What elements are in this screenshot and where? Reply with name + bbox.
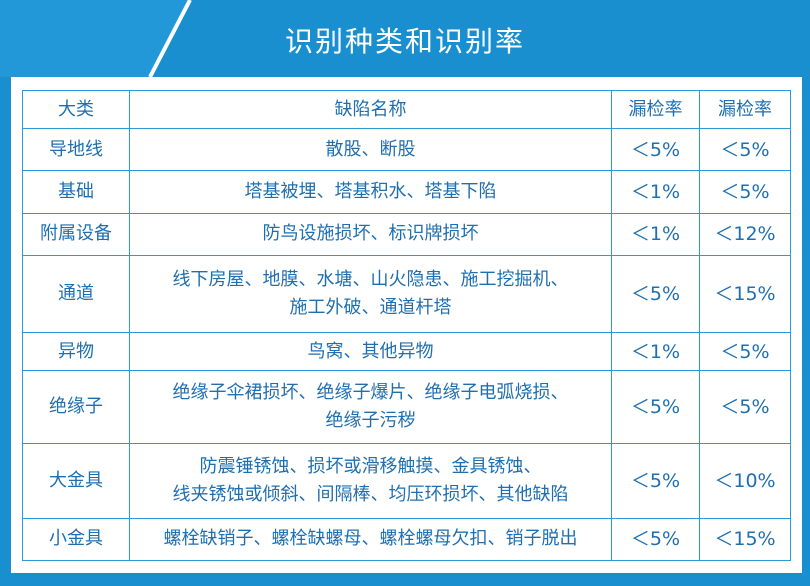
table-row: 大金具 防震锤锈蚀、损坏或滑移触摸、金具锈蚀、 线夹锈蚀或倾斜、间隔棒、均压环损… [22, 442, 791, 519]
table-row: 绝缘子 绝缘子伞裙损坏、绝缘子爆片、绝缘子电弧烧损、 绝缘子污秽 ＜5% ＜5% [22, 370, 791, 444]
defect-line: 施工外破、通道杆塔 [289, 297, 452, 319]
defect-cell: 防鸟设施损坏、标识牌损坏 [129, 212, 612, 257]
miss-rate-1-cell: ＜5% [611, 370, 700, 444]
category-cell: 绝缘子 [22, 370, 130, 444]
defect-line: 防鸟设施损坏、标识牌损坏 [262, 223, 479, 245]
defect-cell: 塔基被埋、塔基积水、塔基下陷 [129, 170, 612, 214]
defect-cell: 鸟窝、其他异物 [129, 331, 612, 372]
miss-rate-2-cell: ＜5% [699, 370, 791, 444]
defect-cell: 螺栓缺销子、螺栓缺螺母、螺栓螺母欠扣、销子脱出 [129, 517, 612, 562]
miss-rate-2-cell: ＜15% [699, 255, 791, 333]
defect-cell: 绝缘子伞裙损坏、绝缘子爆片、绝缘子电弧烧损、 绝缘子污秽 [129, 370, 612, 444]
defect-line: 绝缘子污秽 [325, 410, 416, 432]
header-miss-rate-2: 漏检率 [699, 90, 791, 129]
category-cell: 通道 [22, 255, 130, 333]
defect-table: 大类 缺陷名称 漏检率 漏检率 导地线 散股、断股 ＜5% ＜5% 基础 塔基被… [22, 90, 791, 562]
category-cell: 基础 [22, 170, 130, 214]
defect-line: 绝缘子伞裙损坏、绝缘子爆片、绝缘子电弧烧损、 [172, 382, 569, 404]
table-row: 小金具 螺栓缺销子、螺栓缺螺母、螺栓螺母欠扣、销子脱出 ＜5% ＜15% [22, 517, 791, 562]
miss-rate-2-cell: ＜15% [699, 517, 791, 562]
header-category: 大类 [22, 90, 130, 129]
defect-line: 线下房屋、地膜、水塘、山火隐患、施工挖掘机、 [172, 269, 569, 291]
table-row: 基础 塔基被埋、塔基积水、塔基下陷 ＜1% ＜5% [22, 170, 791, 214]
miss-rate-2-cell: ＜12% [699, 212, 791, 257]
category-cell: 导地线 [22, 127, 130, 172]
miss-rate-1-cell: ＜5% [611, 255, 700, 333]
category-cell: 异物 [22, 331, 130, 372]
miss-rate-2-cell: ＜5% [699, 331, 791, 372]
table-row: 通道 线下房屋、地膜、水塘、山火隐患、施工挖掘机、 施工外破、通道杆塔 ＜5% … [22, 255, 791, 333]
header-defect-name: 缺陷名称 [129, 90, 612, 129]
defect-line: 散股、断股 [325, 138, 416, 160]
miss-rate-2-cell: ＜5% [699, 170, 791, 214]
miss-rate-1-cell: ＜1% [611, 170, 700, 214]
defect-line: 线夹锈蚀或倾斜、间隔棒、均压环损坏、其他缺陷 [172, 483, 569, 505]
table-row: 导地线 散股、断股 ＜5% ＜5% [22, 127, 791, 172]
page-title: 识别种类和识别率 [284, 25, 525, 58]
miss-rate-1-cell: ＜5% [611, 127, 700, 172]
miss-rate-1-cell: ＜1% [611, 212, 700, 257]
table-row: 附属设备 防鸟设施损坏、标识牌损坏 ＜1% ＜12% [22, 212, 791, 257]
miss-rate-1-cell: ＜5% [611, 517, 700, 562]
miss-rate-1-cell: ＜1% [611, 331, 700, 372]
table-row: 异物 鸟窝、其他异物 ＜1% ＜5% [22, 331, 791, 372]
category-cell: 大金具 [22, 442, 130, 519]
miss-rate-2-cell: ＜10% [699, 442, 791, 519]
category-cell: 附属设备 [22, 212, 130, 257]
header-miss-rate-1: 漏检率 [611, 90, 700, 129]
defect-cell: 散股、断股 [129, 127, 612, 172]
defect-line: 防震锤锈蚀、损坏或滑移触摸、金具锈蚀、 [199, 455, 542, 477]
table-header-row: 大类 缺陷名称 漏检率 漏检率 [22, 90, 791, 129]
miss-rate-1-cell: ＜5% [611, 442, 700, 519]
category-cell: 小金具 [22, 517, 130, 562]
defect-cell: 防震锤锈蚀、损坏或滑移触摸、金具锈蚀、 线夹锈蚀或倾斜、间隔棒、均压环损坏、其他… [129, 442, 612, 519]
table-panel: 大类 缺陷名称 漏检率 漏检率 导地线 散股、断股 ＜5% ＜5% 基础 塔基被… [11, 77, 802, 573]
defect-line: 塔基被埋、塔基积水、塔基下陷 [244, 181, 497, 203]
defect-line: 螺栓缺销子、螺栓缺螺母、螺栓螺母欠扣、销子脱出 [163, 528, 578, 550]
miss-rate-2-cell: ＜5% [699, 127, 791, 172]
defect-cell: 线下房屋、地膜、水塘、山火隐患、施工挖掘机、 施工外破、通道杆塔 [129, 255, 612, 333]
defect-line: 鸟窝、其他异物 [307, 340, 434, 362]
